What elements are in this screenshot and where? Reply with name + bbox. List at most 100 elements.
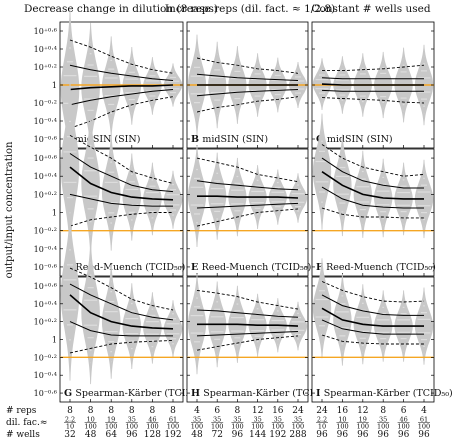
- outer-quantile-upper: [196, 157, 299, 183]
- wells-value: 96: [398, 430, 410, 440]
- dilution-numerator: 2.2: [317, 416, 327, 424]
- dilution-numerator: 35: [274, 416, 282, 424]
- wells-value: 144: [249, 430, 266, 440]
- inner-quantile-lower: [196, 331, 299, 337]
- panel-letter: E: [191, 262, 202, 273]
- reps-value: 4: [421, 406, 427, 416]
- y-tick-label: 10⁻⁰·⁶: [34, 263, 57, 272]
- median-line: [321, 171, 424, 200]
- wells-value: 96: [377, 430, 389, 440]
- y-tick-label: 1: [52, 81, 57, 90]
- panel-I: I Spearman-Kärber (TCID₅₀): [311, 258, 453, 403]
- inner-quantile-upper: [321, 157, 424, 189]
- reps-value: 24: [316, 406, 328, 416]
- inner-quantile-lower: [196, 89, 299, 97]
- outer-quantile-upper: [69, 39, 174, 74]
- outer-quantile-lower: [196, 96, 299, 113]
- panel-D: 10⁺⁰·⁶ 10⁺⁰·⁴ 10⁺⁰·² 1 10⁻⁰·² 10⁻⁰·⁴ 10⁻⁰·⁶ D R…: [34, 80, 185, 277]
- inner-quantile-upper: [196, 73, 299, 81]
- reps-value: 8: [150, 406, 156, 416]
- median-line: [197, 195, 299, 199]
- panel-frame: [186, 148, 309, 277]
- y-tick-label: 10⁻⁰·²: [34, 227, 57, 236]
- column-title-1: Decrease change in dilution (8 reps): [24, 3, 218, 15]
- panel-label: C midSIN (SIN): [316, 134, 393, 145]
- y-tick-label: 10⁺⁰·⁴: [34, 300, 57, 309]
- panel-F: F Reed-Muench (TCID₅₀): [311, 113, 436, 277]
- violin: [60, 209, 80, 381]
- y-tick-label: 10⁺⁰·⁶: [34, 282, 57, 291]
- panel-frame: [311, 276, 435, 403]
- reps-value: 8: [170, 406, 176, 416]
- reps-value: 6: [214, 406, 220, 416]
- panel-E: E Reed-Muench (TCID₅₀): [186, 145, 311, 277]
- outer-quantile-lower: [321, 97, 425, 104]
- param-row-header: # wells: [6, 430, 40, 440]
- median-line: [197, 323, 299, 327]
- panel-method: Spearman-Kärber (TCID₅₀): [203, 388, 332, 399]
- panel-letter: G: [64, 388, 75, 399]
- reps-value: 24: [292, 406, 304, 416]
- median-line: [69, 294, 174, 330]
- panel-label: G Spearman-Kärber (TCID₅₀): [64, 388, 204, 399]
- panel-label: E Reed-Muench (TCID₅₀): [191, 262, 311, 273]
- wells-value: 96: [337, 430, 349, 440]
- panel-frame: [311, 148, 435, 277]
- y-tick-label: 10⁻⁰·⁴: [34, 371, 57, 380]
- dilution-denominator: 100: [105, 423, 117, 431]
- y-tick-label: 1: [52, 209, 57, 218]
- reps-value: 8: [129, 406, 135, 416]
- inner-quantile-lower: [321, 319, 424, 335]
- panel-label: F Reed-Muench (TCID₅₀): [316, 262, 436, 273]
- outer-quantile-upper: [196, 57, 299, 74]
- panel-label: I Spearman-Kärber (TCID₅₀): [316, 388, 453, 399]
- outer-quantile-lower: [321, 207, 424, 219]
- dilution-numerator: 35: [233, 416, 241, 424]
- dilution-numerator: 35: [213, 416, 221, 424]
- panel-letter: B: [191, 134, 202, 145]
- wells-value: 96: [357, 430, 369, 440]
- dilution-numerator: 10: [338, 416, 346, 424]
- y-tick-label: 10⁺⁰·⁴: [34, 172, 57, 181]
- reps-value: 8: [235, 406, 241, 416]
- median-line: [321, 307, 424, 327]
- panel-method: midSIN (SIN): [75, 134, 141, 145]
- dilution-denominator: 100: [84, 423, 96, 431]
- inner-quantile-upper: [69, 153, 174, 193]
- dilution-denominator: 100: [336, 423, 348, 431]
- wells-value: 192: [269, 430, 286, 440]
- reps-value: 12: [357, 406, 368, 416]
- reps-value: 8: [380, 406, 386, 416]
- dilution-denominator: 100: [251, 423, 263, 431]
- panel-method: midSIN (SIN): [327, 134, 393, 145]
- y-tick-label: 10⁻⁰·⁶: [34, 389, 57, 398]
- wells-value: 128: [144, 430, 161, 440]
- dilution-denominator: 100: [418, 423, 430, 431]
- panel-G: 10⁺⁰·⁶ 10⁺⁰·⁴ 10⁺⁰·² 1 10⁻⁰·² 10⁻⁰·⁴ 10⁻⁰·⁶ G S…: [34, 209, 204, 403]
- panel-frame: [59, 276, 184, 403]
- dilution-denominator: 100: [377, 423, 389, 431]
- panel-frame: [59, 148, 184, 277]
- dilution-numerator: 19: [107, 416, 115, 424]
- panel-method: Spearman-Kärber (TCID₅₀): [324, 388, 453, 399]
- dilution-denominator: 100: [146, 423, 158, 431]
- panel-method: Spearman-Kärber (TCID₅₀): [75, 388, 204, 399]
- inner-quantile-upper: [196, 180, 299, 191]
- wells-value: 96: [126, 430, 138, 440]
- panel-method: Reed-Muench (TCID₅₀): [326, 262, 436, 273]
- outer-quantile-upper: [196, 289, 299, 310]
- param-row-header: # reps: [6, 406, 37, 416]
- dilution-denominator: 100: [357, 423, 369, 431]
- panel-B: B midSIN (SIN): [186, 21, 309, 149]
- inner-quantile-lower: [69, 321, 173, 337]
- inner-quantile-lower: [69, 89, 174, 106]
- wells-value: 288: [289, 430, 306, 440]
- y-tick-label: 10⁺⁰·²: [34, 63, 57, 72]
- outer-quantile-lower: [69, 212, 173, 227]
- dilution-denominator: 100: [211, 423, 223, 431]
- column-title-2: Increase reps (dil. fact. ≈ 1/2.8): [165, 3, 335, 15]
- y-tick-label: 10⁺⁰·⁶: [34, 154, 57, 163]
- dilution-numerator: 35: [379, 416, 387, 424]
